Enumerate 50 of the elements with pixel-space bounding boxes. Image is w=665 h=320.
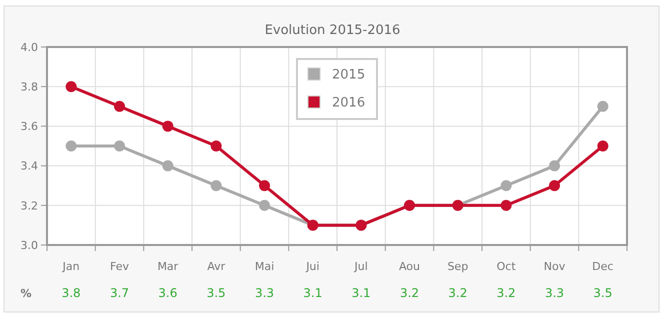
x-tick-label: Mar xyxy=(157,260,179,273)
point xyxy=(500,180,512,192)
data-label: 3.7 xyxy=(110,286,130,300)
point xyxy=(549,160,560,172)
point xyxy=(114,140,125,152)
point xyxy=(162,120,174,132)
data-label: 3.3 xyxy=(544,286,564,300)
x-tick-label: Mai xyxy=(254,260,274,273)
data-label: 3.5 xyxy=(593,286,612,300)
data-label: 3.1 xyxy=(303,286,322,300)
y-tick-label: 3.8 xyxy=(20,80,38,94)
data-label: 3.6 xyxy=(158,286,178,300)
data-label: 3.2 xyxy=(400,286,420,300)
data-label: 3.1 xyxy=(352,286,371,300)
x-tick-label: Jul xyxy=(354,260,368,273)
x-tick-label: Sep xyxy=(447,260,468,273)
data-label: 3.8 xyxy=(62,286,81,300)
y-tick-label: 3.0 xyxy=(20,238,38,252)
chart-title: Evolution 2015-2016 xyxy=(264,23,400,38)
point xyxy=(162,160,174,172)
x-tick-label: Dec xyxy=(592,260,614,273)
x-tick-label: Fev xyxy=(110,260,130,273)
data-label: 3.3 xyxy=(254,286,274,300)
x-tick-label: Avr xyxy=(207,260,226,273)
y-tick-label: 3.4 xyxy=(20,160,38,173)
legend-label: 2016 xyxy=(332,96,366,111)
y-tick-label: 3.6 xyxy=(20,120,38,134)
point xyxy=(66,81,77,92)
point xyxy=(549,180,560,192)
point xyxy=(597,140,608,152)
data-label: 3.2 xyxy=(496,286,516,300)
point xyxy=(114,100,125,112)
x-tick-label: Aou xyxy=(398,260,420,273)
point xyxy=(259,200,270,211)
y-tick-label: 4.0 xyxy=(20,40,38,54)
point xyxy=(259,180,270,192)
y-tick-label: 3.2 xyxy=(20,199,38,212)
point xyxy=(210,140,222,152)
x-tick-label: Jan xyxy=(62,260,80,273)
data-label: 3.5 xyxy=(206,286,226,300)
point xyxy=(500,200,512,211)
point xyxy=(210,180,222,192)
legend-label: 2015 xyxy=(332,68,366,83)
x-tick-label: Nov xyxy=(544,260,566,273)
point xyxy=(66,140,77,152)
text: % xyxy=(20,287,32,300)
x-tick-label: Oct xyxy=(496,260,516,273)
point xyxy=(597,100,608,112)
x-tick-label: Jui xyxy=(305,260,320,273)
data-label: 3.2 xyxy=(448,286,468,300)
